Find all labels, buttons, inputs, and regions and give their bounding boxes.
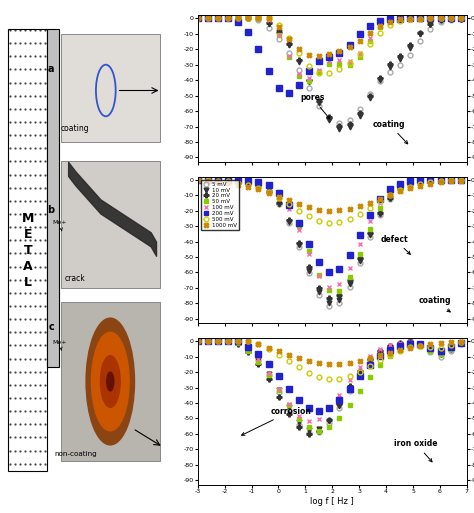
Text: iron oxide: iron oxide xyxy=(394,439,438,462)
Bar xyxy=(47,29,59,367)
X-axis label: log f [ Hz ]: log f [ Hz ] xyxy=(310,497,354,506)
Text: Me+: Me+ xyxy=(53,220,67,231)
Circle shape xyxy=(100,356,120,407)
Circle shape xyxy=(91,332,129,431)
Text: c: c xyxy=(48,322,54,332)
Bar xyxy=(8,29,47,471)
Text: coating: coating xyxy=(373,120,408,144)
Text: M
E
T
A
L: M E T A L xyxy=(21,211,34,289)
Text: b: b xyxy=(47,205,55,214)
Circle shape xyxy=(86,318,135,445)
Text: non-coating: non-coating xyxy=(54,450,97,457)
Text: defect: defect xyxy=(381,234,410,254)
Bar xyxy=(61,34,160,142)
Text: corrosion: corrosion xyxy=(242,407,311,435)
Text: coating: coating xyxy=(61,124,90,133)
Text: crack: crack xyxy=(65,274,86,283)
Circle shape xyxy=(107,372,114,391)
Legend: 5 mV, 10 mV, 20 mV, 50 mV, 100 mV, 200 mV, 500 mV, 1000 mV: 5 mV, 10 mV, 20 mV, 50 mV, 100 mV, 200 m… xyxy=(201,180,239,230)
Bar xyxy=(61,161,160,288)
Bar xyxy=(61,302,160,461)
Text: Me+: Me+ xyxy=(53,340,67,350)
Text: coating: coating xyxy=(419,297,451,312)
Text: a: a xyxy=(48,64,55,74)
Text: pores: pores xyxy=(300,93,330,119)
